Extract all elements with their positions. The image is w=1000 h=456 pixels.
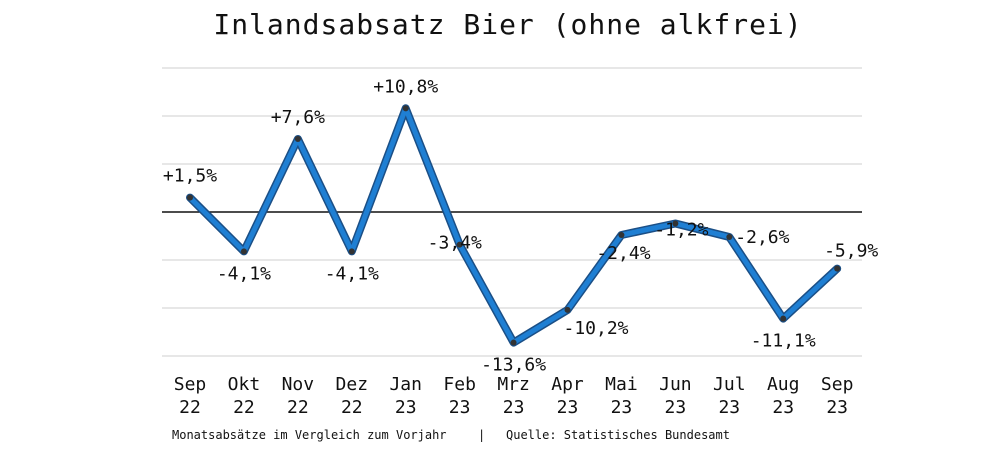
grid (162, 67, 862, 357)
data-point (834, 265, 841, 272)
data-labels: +1,5% -4,1% +7,6% -4,1% +10,8% -3,4% -13,6% -10… (163, 76, 879, 375)
data-point (780, 315, 787, 322)
x-tick-label: Mrz (497, 374, 530, 395)
data-point (294, 136, 301, 143)
x-tick-label: Aug (767, 374, 800, 395)
data-label: +1,5% (163, 166, 217, 187)
x-tick-label: 23 (449, 397, 471, 418)
data-label: +7,6% (271, 107, 325, 128)
data-label: -11,1% (751, 331, 816, 352)
data-point (510, 339, 517, 346)
x-tick-label: 23 (503, 397, 525, 418)
x-tick-label: Jan (389, 374, 422, 395)
footer-note: Monatsabsätze im Vergleich zum Vorjahr (172, 428, 447, 442)
x-tick-label: Okt (228, 374, 261, 395)
x-tick-label: 23 (665, 397, 687, 418)
data-label: -10,2% (564, 318, 629, 339)
x-tick-label: Jul (713, 374, 746, 395)
x-axis: Sep22Okt22Nov22Dez22Jan23Feb23Mrz23Apr23… (174, 374, 854, 418)
x-tick-label: Mai (605, 374, 638, 395)
x-tick-label: Sep (174, 374, 207, 395)
x-tick-label: 23 (395, 397, 417, 418)
data-point (456, 241, 463, 248)
x-tick-label: 23 (826, 397, 848, 418)
x-tick-label: 23 (611, 397, 633, 418)
data-point (564, 306, 571, 313)
x-tick-label: 22 (179, 397, 201, 418)
series-line-outline (186, 104, 842, 347)
data-label: +10,8% (373, 76, 438, 97)
x-tick-label: Sep (821, 374, 854, 395)
x-tick-label: Dez (336, 374, 369, 395)
x-tick-label: Feb (443, 374, 476, 395)
data-point (240, 248, 247, 255)
data-point (618, 232, 625, 239)
x-tick-label: Jun (659, 374, 692, 395)
data-label: -2,6% (735, 227, 789, 248)
series-line (187, 105, 840, 346)
chart-title: Inlandsabsatz Bier (ohne alkfrei) (213, 8, 802, 41)
source-note: Quelle: Statistisches Bundesamt (506, 428, 730, 442)
data-label: -13,6% (481, 355, 546, 376)
x-tick-label: 23 (557, 397, 579, 418)
data-label: -4,1% (217, 263, 271, 284)
data-label: -1,2% (654, 220, 708, 241)
data-label: -5,9% (824, 241, 878, 262)
x-tick-label: Apr (551, 374, 584, 395)
data-label: -4,1% (325, 263, 379, 284)
x-tick-label: 22 (341, 397, 363, 418)
data-point (402, 105, 409, 112)
data-point (187, 194, 193, 201)
x-tick-label: Nov (282, 374, 315, 395)
data-point (672, 220, 679, 227)
x-tick-label: 22 (287, 397, 309, 418)
data-label: -2,4% (596, 243, 650, 264)
x-tick-label: 22 (233, 397, 255, 418)
series-revenue-line (186, 104, 842, 347)
x-tick-label: 23 (718, 397, 740, 418)
footer-separator: | (478, 428, 485, 442)
data-point (726, 233, 733, 240)
data-point (348, 248, 355, 255)
data-label: -3,4% (428, 233, 482, 254)
x-tick-label: 23 (772, 397, 794, 418)
